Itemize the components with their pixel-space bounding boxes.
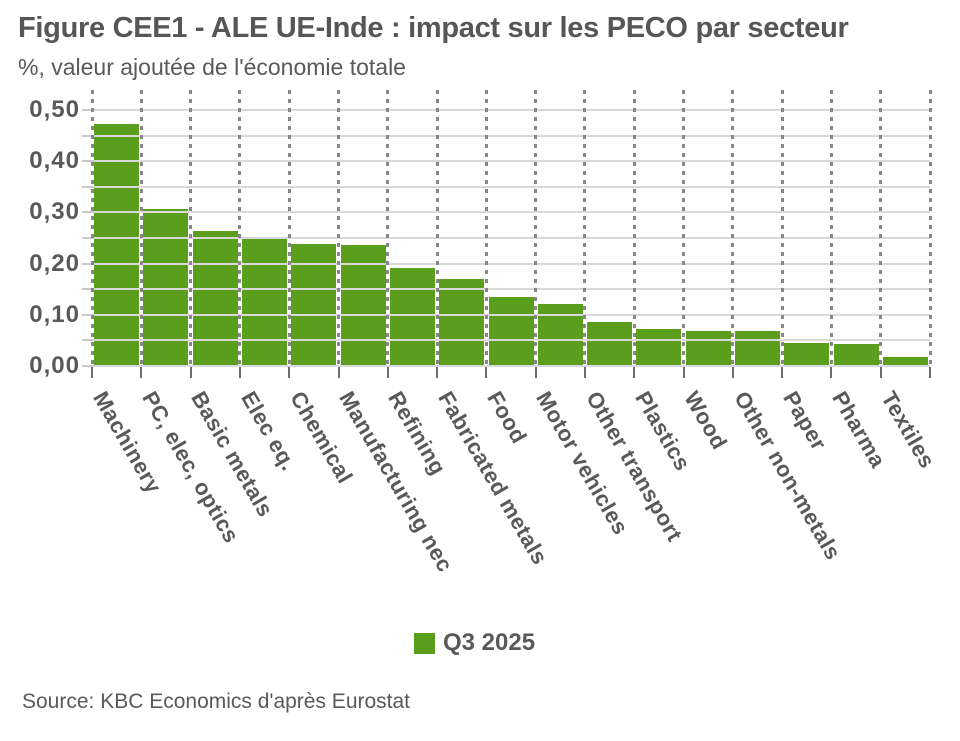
x-axis-tick: [337, 367, 340, 378]
bar-basic-metals: [192, 231, 238, 366]
x-axis-tick: [91, 367, 93, 378]
x-axis-label-food: Food: [482, 387, 532, 448]
gridline-v-dotted: [632, 90, 636, 366]
bar-pharma: [833, 344, 879, 366]
chart-title: Figure CEE1 - ALE UE-Inde : impact sur l…: [18, 12, 849, 44]
gridline-v-dotted: [238, 90, 242, 366]
y-axis-label: 0,40: [29, 147, 80, 174]
x-axis-tick: [238, 367, 241, 378]
bar-wood: [685, 331, 731, 366]
y-axis-tick: [82, 237, 94, 239]
x-axis-tick: [781, 367, 784, 378]
gridline-v-dotted: [139, 90, 143, 366]
y-axis-label: 0,20: [29, 250, 80, 277]
y-axis-label: 0,10: [29, 301, 80, 328]
x-axis-tick: [583, 367, 586, 378]
gridline-v-dotted: [435, 90, 439, 366]
gridline-h: [92, 109, 930, 111]
gridline-v-dotted: [90, 90, 94, 366]
x-axis-tick: [140, 367, 143, 378]
source-note: Source: KBC Economics d'après Eurostat: [22, 690, 411, 713]
x-axis-tick: [386, 367, 389, 378]
gridline-v-dotted: [682, 90, 685, 366]
bar-fabricated-metals: [439, 279, 485, 366]
y-axis-tick: [82, 365, 94, 367]
bar-manufacturing-nec: [340, 245, 386, 366]
gridline-v-dotted: [780, 90, 784, 366]
gridline-h: [92, 186, 930, 188]
x-axis-tick: [534, 367, 537, 378]
gridline-v-dotted: [287, 90, 291, 366]
chart-subtitle: %, valeur ajoutée de l'économie totale: [18, 54, 406, 80]
y-axis-label: 0,50: [29, 96, 80, 123]
gridline-h: [92, 314, 930, 316]
y-axis-tick: [82, 109, 94, 111]
y-axis-label: 0,30: [29, 198, 80, 225]
gridline-h: [92, 263, 930, 265]
gridline-h: [92, 237, 930, 239]
x-axis-tick: [929, 367, 931, 378]
x-axis-tick: [288, 367, 291, 378]
gridline-v-dotted: [829, 90, 833, 366]
gridline-h: [92, 135, 930, 137]
gridline-v-dotted: [386, 90, 390, 366]
y-axis-tick: [82, 186, 94, 188]
gridline-v-dotted: [337, 90, 340, 366]
x-axis-tick: [731, 367, 734, 378]
y-axis-label: 0,00: [29, 352, 80, 379]
gridline-v-dotted: [189, 90, 193, 366]
bar-food: [488, 297, 534, 366]
gridline-h: [92, 211, 930, 213]
bar-elec-eq: [242, 237, 287, 366]
y-axis-tick: [82, 160, 94, 162]
x-axis-tick: [879, 367, 882, 378]
y-axis-tick: [82, 339, 94, 341]
bar-other-non-metals: [735, 331, 780, 366]
gridline-h: [92, 365, 930, 367]
bar-other-transport: [587, 322, 633, 366]
x-axis-tick: [189, 367, 192, 378]
y-axis-tick: [82, 135, 94, 137]
x-axis-tick: [485, 367, 488, 378]
gridline-v-dotted: [583, 90, 587, 366]
gridline-v-dotted: [534, 90, 538, 366]
x-axis-tick: [830, 367, 833, 378]
y-axis-tick: [82, 263, 94, 265]
gridline-h: [92, 288, 930, 290]
x-axis-tick: [682, 367, 685, 378]
y-axis-tick: [82, 314, 94, 316]
legend: Q3 2025: [414, 629, 535, 657]
gridline-v-dotted: [879, 90, 883, 366]
legend-swatch-icon: [414, 632, 435, 654]
gridline-v-dotted: [731, 90, 735, 366]
gridline-h: [92, 339, 930, 341]
gridline-h: [92, 160, 930, 162]
bar-plastics: [636, 329, 682, 366]
bar-paper: [784, 343, 830, 366]
bar-machinery: [94, 124, 140, 366]
legend-label: Q3 2025: [443, 629, 536, 656]
x-axis-tick: [633, 367, 636, 378]
y-axis-tick: [82, 211, 94, 213]
x-axis-tick: [436, 367, 439, 378]
x-axis-label-wood: Wood: [679, 387, 733, 454]
y-axis-tick: [82, 288, 94, 290]
bar-textiles: [882, 357, 928, 366]
x-axis-label-paper: Paper: [778, 387, 832, 455]
gridline-v-dotted: [484, 90, 488, 366]
bar-refining: [389, 268, 435, 366]
gridline-v-dotted: [928, 90, 932, 366]
